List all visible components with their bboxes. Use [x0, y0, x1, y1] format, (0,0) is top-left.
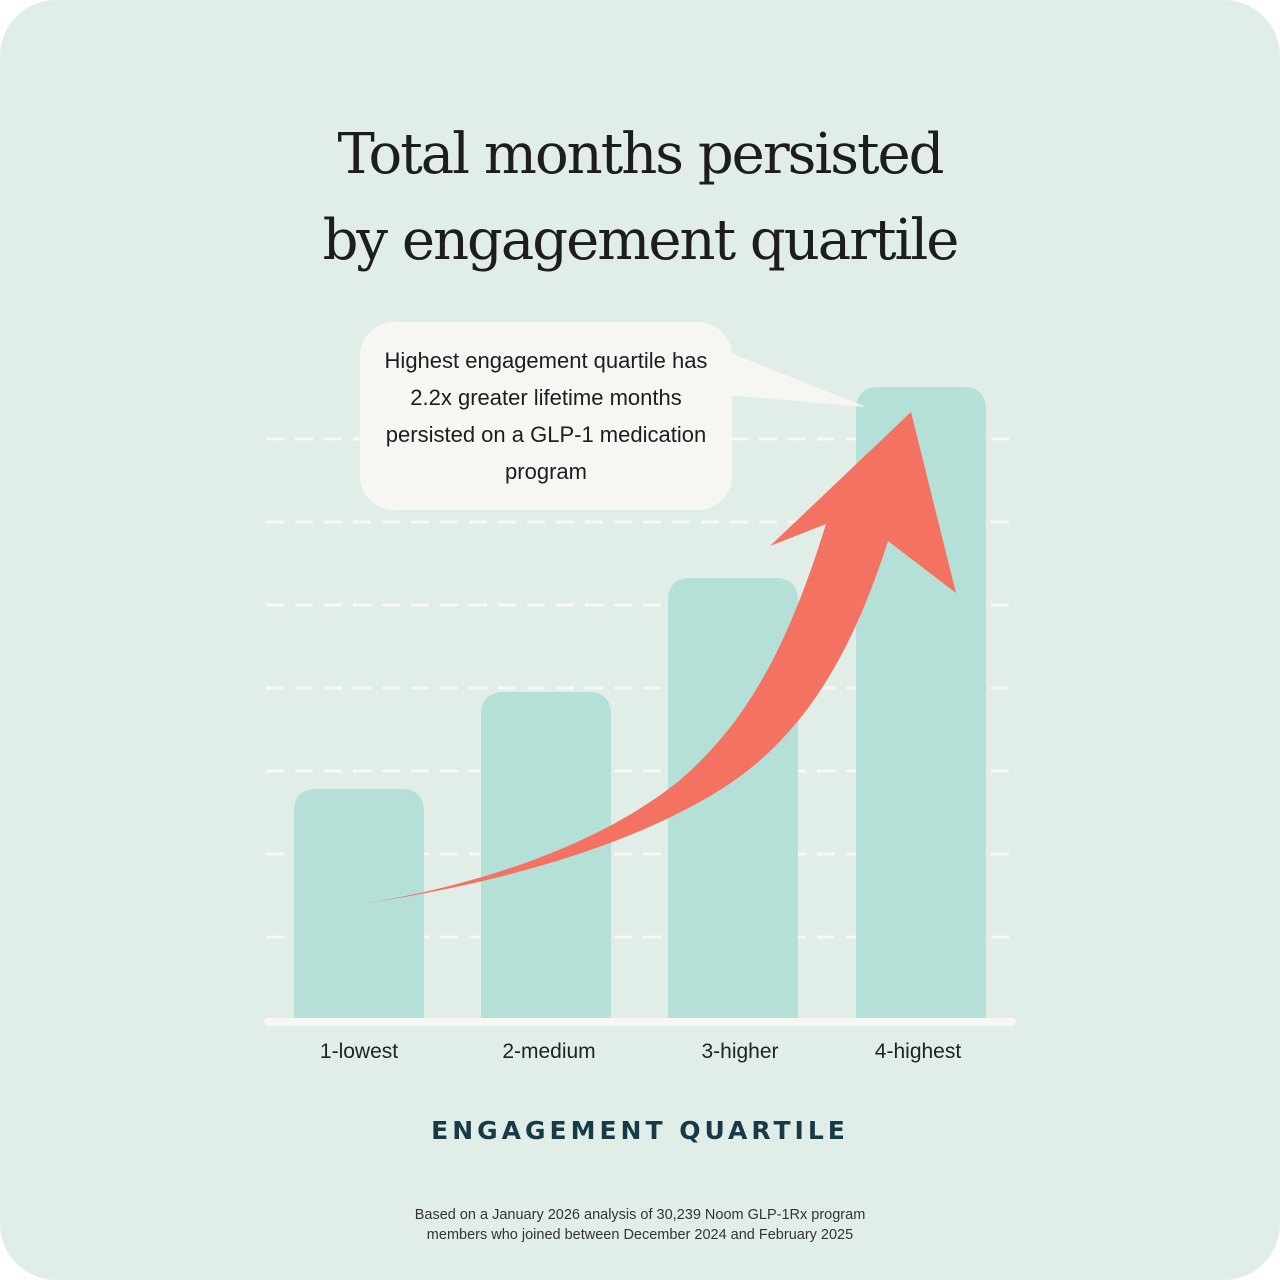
x-label-1: 1-lowest	[319, 1040, 399, 1063]
title-line-1: Total months persisted	[337, 122, 945, 187]
bar-4-highest	[856, 387, 986, 1020]
callout-pointer	[728, 352, 866, 407]
trend-arrow-icon	[362, 412, 956, 904]
x-label-2: 2-medium	[502, 1040, 596, 1063]
callout-bubble: Highest engagement quartile has 2.2x gre…	[360, 322, 732, 510]
chart-title: Total months persisted by engagement qua…	[0, 112, 1280, 284]
footnote: Based on a January 2026 analysis of 30,2…	[0, 1205, 1280, 1245]
callout-text: Highest engagement quartile has 2.2x gre…	[384, 348, 708, 484]
footnote-line-1: Based on a January 2026 analysis of 30,2…	[414, 1207, 866, 1223]
x-label-4: 4-highest	[874, 1040, 962, 1063]
footnote-line-2: members who joined between December 2024…	[426, 1227, 854, 1243]
x-label-3: 3-higher	[701, 1040, 779, 1063]
title-line-2: by engagement quartile	[322, 208, 960, 273]
x-axis-baseline	[264, 1018, 1016, 1026]
x-axis-title: ENGAGEMENT QUARTILE	[431, 1116, 849, 1145]
bar-1-lowest	[294, 789, 424, 1020]
